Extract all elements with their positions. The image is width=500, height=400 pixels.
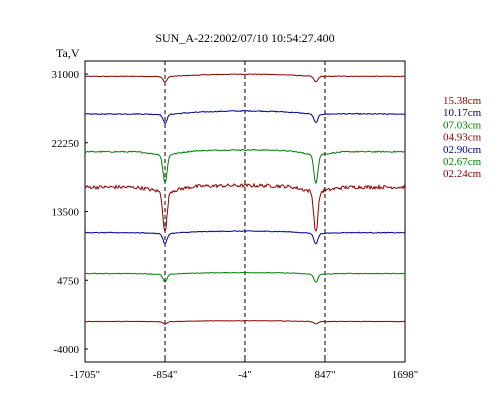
series-line-02.90cm [84, 230, 406, 245]
series-line-15.38cm [84, 73, 406, 83]
x-tick-label: -854" [153, 369, 178, 381]
legend-entry: 04.93cm [443, 132, 482, 144]
legend-entry: 15.38cm [443, 95, 482, 107]
series-line-10.17cm [84, 109, 406, 125]
y-tick-label: 31000 [52, 69, 80, 81]
series-line-02.67cm [85, 271, 406, 283]
x-tick-label: -4" [238, 369, 252, 381]
vertical-reference-lines [164, 61, 326, 362]
y-tick-label: 22250 [52, 138, 80, 150]
legend-entry: 10.17cm [443, 107, 482, 119]
series-line-04.93cm [84, 182, 406, 234]
chart-title: SUN_A-22:2002/07/10 10:54:27.400 [155, 31, 334, 45]
y-tick-label: 13500 [52, 207, 80, 219]
legend-entry: 02.24cm [443, 168, 482, 180]
y-axis-label: Ta,V [56, 46, 80, 60]
series-line-02.24cm [84, 319, 406, 325]
x-tick-label: 1698" [392, 369, 419, 381]
x-axis-ticks: -1705" -854" -4" 847" 1698" [70, 359, 418, 381]
y-axis-ticks: 31000 22250 13500 4750 -4000 [52, 69, 88, 356]
legend: 15.38cm10.17cm07.03cm04.93cm02.90cm02.67… [443, 95, 482, 180]
legend-entry: 02.67cm [443, 156, 482, 168]
x-tick-label: -1705" [70, 369, 100, 381]
y-tick-label: 4750 [57, 275, 80, 287]
legend-entry: 07.03cm [443, 119, 482, 131]
legend-entry: 02.90cm [443, 144, 482, 156]
x-tick-label: 847" [314, 369, 335, 381]
series-lines [84, 73, 406, 325]
y-tick-label: -4000 [53, 344, 79, 356]
series-line-07.03cm [84, 148, 405, 185]
